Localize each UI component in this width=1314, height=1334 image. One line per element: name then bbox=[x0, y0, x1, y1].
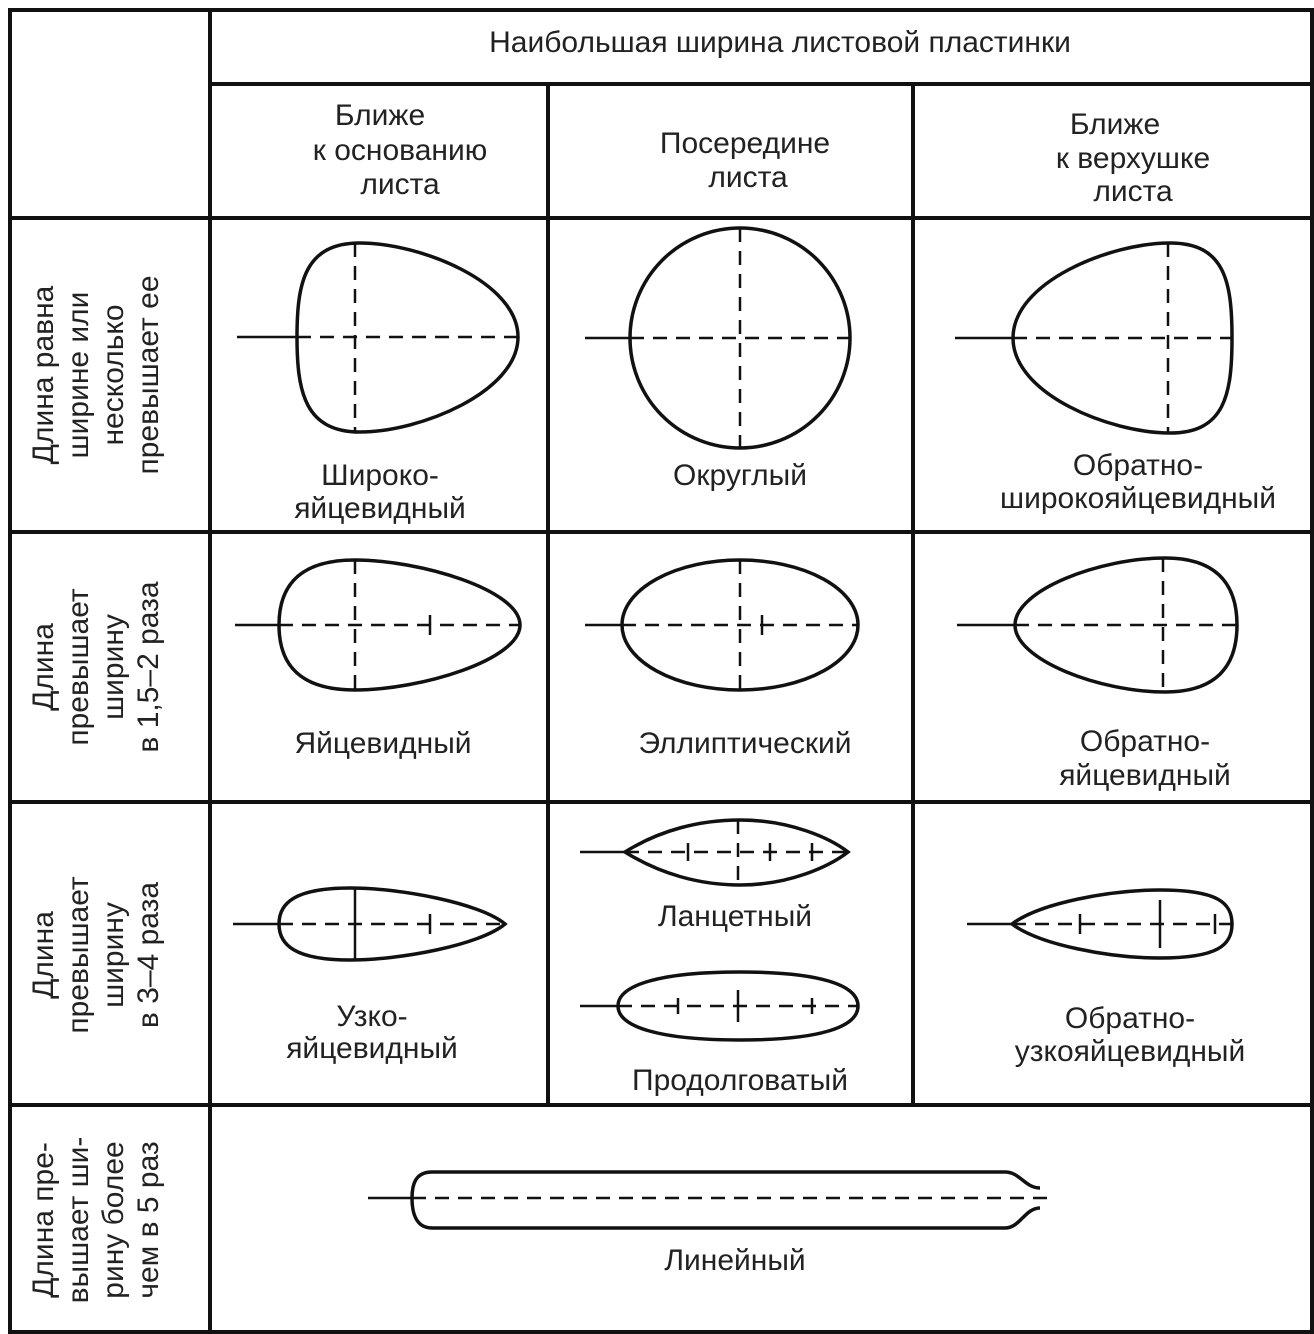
column-header: листа bbox=[708, 161, 788, 194]
shape-name: яйцевидный bbox=[286, 1032, 458, 1065]
shape-name: яйцевидный bbox=[294, 492, 466, 525]
leaf-broad-obovate bbox=[955, 241, 1234, 435]
shape-name: широкояйцевидный bbox=[1000, 482, 1276, 515]
leaf-lanceolate bbox=[580, 818, 851, 887]
leaf-narrow-obovate bbox=[967, 888, 1234, 960]
row-label: Длина равна bbox=[27, 285, 60, 464]
shape-name: Обратно- bbox=[1065, 1002, 1195, 1035]
column-header: Ближе bbox=[335, 99, 425, 132]
shape-name: узкояйцевидный bbox=[1015, 1035, 1246, 1068]
shape-name: Широко- bbox=[321, 459, 439, 492]
header-title: Наибольшая ширина листовой пластинки bbox=[489, 26, 1071, 59]
column-header: листа bbox=[360, 168, 440, 201]
row-label: ширину bbox=[97, 614, 130, 720]
row-label: чем в 5 раз bbox=[132, 1141, 165, 1298]
shape-name: Эллиптический bbox=[638, 727, 851, 760]
column-header: к основанию bbox=[313, 134, 488, 167]
shape-name: Обратно- bbox=[1073, 449, 1203, 482]
shape-name: Линейный bbox=[664, 1244, 805, 1277]
leaf-obovate bbox=[957, 556, 1239, 694]
shape-name: Ланцетный bbox=[658, 900, 812, 933]
leaf-oblong bbox=[580, 970, 860, 1042]
row-label: превышает bbox=[62, 876, 95, 1034]
shape-name: Продолговатый bbox=[632, 1064, 848, 1097]
row-label: Длина bbox=[27, 623, 60, 711]
leaf-linear bbox=[368, 1170, 1055, 1230]
row-label: Длина пре- bbox=[27, 1142, 60, 1298]
row-label: ширине или bbox=[62, 292, 95, 459]
row-label: превышает ее bbox=[132, 276, 165, 475]
shape-name: Округлый bbox=[673, 459, 807, 492]
shape-name: Обратно- bbox=[1080, 725, 1210, 758]
row-label: несколько bbox=[97, 304, 130, 445]
row-label: в 1,5–2 раза bbox=[132, 581, 165, 752]
column-header: Ближе bbox=[1070, 108, 1160, 141]
leaf-broad-ovate bbox=[237, 241, 520, 434]
row-label: в 3–4 раза bbox=[132, 882, 165, 1028]
row-label: вышает ши- bbox=[62, 1137, 95, 1304]
row-label: ширину bbox=[97, 902, 130, 1008]
leaf-round bbox=[585, 226, 852, 450]
leaf-ovate bbox=[235, 558, 522, 692]
column-header: к верхушке bbox=[1056, 142, 1210, 175]
row-label: превышает bbox=[62, 588, 95, 746]
leaf-elliptic bbox=[585, 558, 860, 692]
shape-name: яйцевидный bbox=[1059, 759, 1231, 792]
column-header: листа bbox=[1093, 175, 1173, 208]
leaf-narrow-ovate bbox=[233, 886, 508, 962]
column-header: Посередине bbox=[660, 127, 830, 160]
shape-name: Яйцевидный bbox=[294, 727, 471, 760]
row-label: рину более bbox=[97, 1141, 130, 1298]
shape-name: Узко- bbox=[336, 1000, 407, 1033]
table-grid bbox=[8, 8, 1314, 1334]
row-label: Длина bbox=[27, 911, 60, 999]
